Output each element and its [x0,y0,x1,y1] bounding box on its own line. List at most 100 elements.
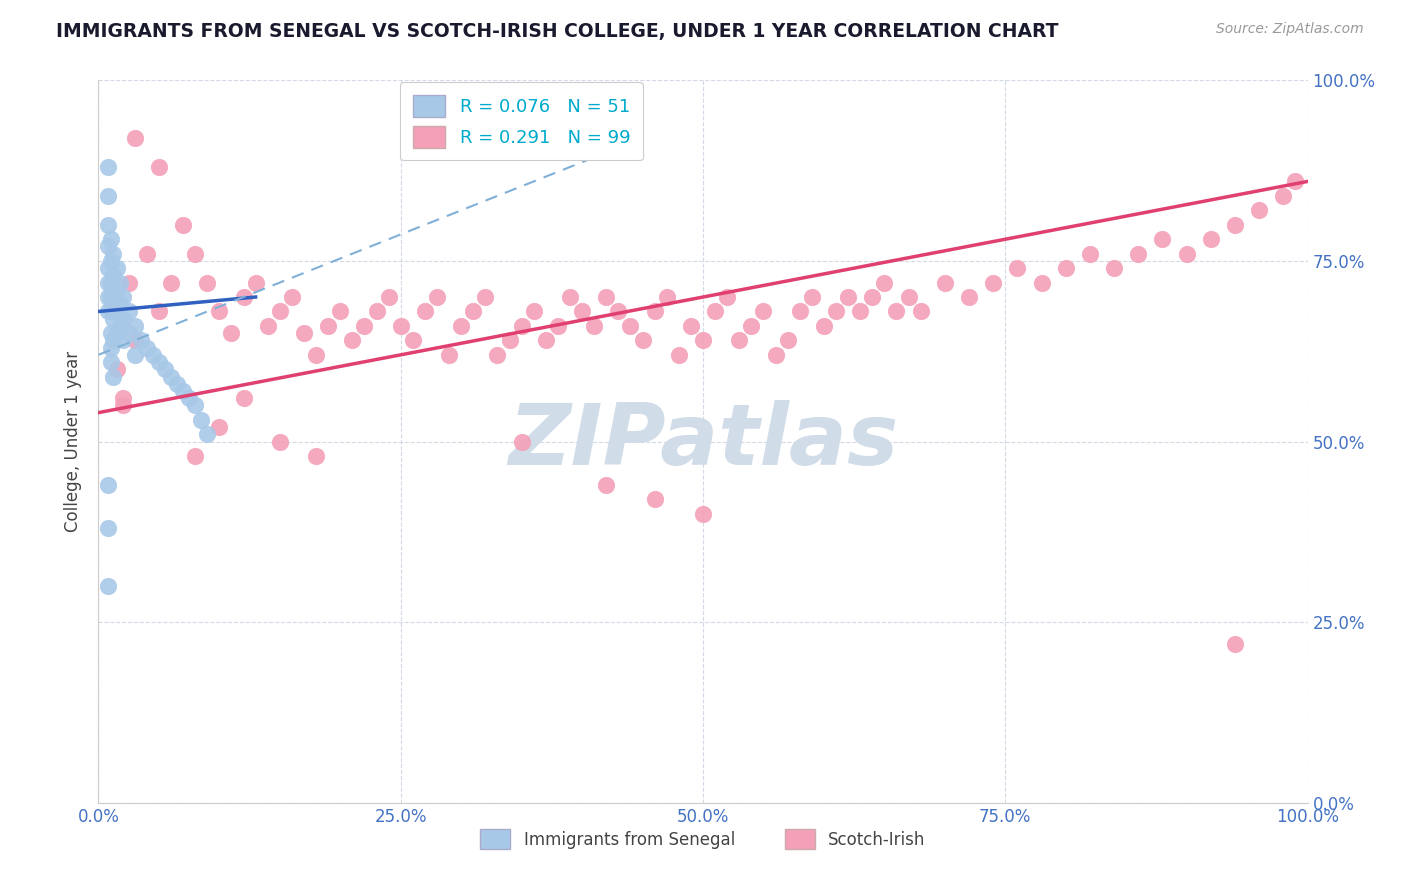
Point [607,304,630,318]
Point [208,304,231,318]
Point [849,304,872,318]
Point [208,420,231,434]
Point [118,276,141,290]
Point [523,304,546,318]
Point [100,232,122,246]
Point [135,341,157,355]
Point [366,304,388,318]
Point [558,290,581,304]
Point [800,290,823,304]
Point [716,290,738,304]
Point [111,391,134,405]
Point [704,304,727,318]
Point [426,290,449,304]
Point [305,348,328,362]
Point [644,492,666,507]
Point [692,334,714,348]
Point [1199,232,1222,246]
Point [873,276,896,290]
Point [97,160,120,174]
Point [148,160,170,174]
Point [1284,174,1306,188]
Point [655,290,678,304]
Point [100,304,122,318]
Point [97,218,120,232]
Point [692,507,714,521]
Point [825,304,848,318]
Point [1007,261,1029,276]
Point [316,318,339,333]
Point [910,304,932,318]
Point [105,283,128,297]
Point [97,579,120,593]
Point [100,304,122,318]
Point [184,449,207,463]
Point [160,369,183,384]
Point [571,304,593,318]
Point [111,290,134,304]
Point [221,326,243,340]
Point [101,311,124,326]
Point [1128,246,1150,260]
Point [148,355,170,369]
Point [184,398,207,412]
Point [111,334,134,348]
Point [108,297,131,311]
Point [100,355,122,369]
Point [111,311,134,326]
Point [148,304,170,318]
Point [124,348,146,362]
Point [118,304,141,318]
Point [765,348,787,362]
Point [97,290,120,304]
Point [101,369,124,384]
Point [740,318,762,333]
Point [101,334,124,348]
Point [195,276,218,290]
Point [135,246,157,260]
Point [1031,276,1053,290]
Point [498,334,520,348]
Point [1152,232,1174,246]
Point [389,318,412,333]
Point [776,334,799,348]
Point [97,189,120,203]
Point [142,348,165,362]
Point [190,413,212,427]
Point [108,318,131,333]
Point [463,304,485,318]
Point [292,326,315,340]
Point [813,318,835,333]
Point [118,326,141,340]
Point [1272,189,1295,203]
Point [153,362,176,376]
Point [160,276,183,290]
Point [789,304,811,318]
Point [1054,261,1077,276]
Point [97,276,120,290]
Point [353,318,375,333]
Point [232,290,254,304]
Point [644,304,666,318]
Point [728,334,751,348]
Point [97,239,120,253]
Point [595,290,617,304]
Point [124,131,146,145]
Point [105,326,128,340]
Point [166,376,188,391]
Point [105,261,128,276]
Y-axis label: College, Under 1 year: College, Under 1 year [65,351,83,533]
Point [97,304,120,318]
Point [172,218,194,232]
Point [450,318,472,333]
Point [105,304,128,318]
Point [1078,246,1101,260]
Point [179,391,201,405]
Point [97,521,120,535]
Point [100,341,122,355]
Point [679,318,702,333]
Point [100,253,122,268]
Point [1175,246,1198,260]
Point [105,362,128,376]
Point [100,290,122,304]
